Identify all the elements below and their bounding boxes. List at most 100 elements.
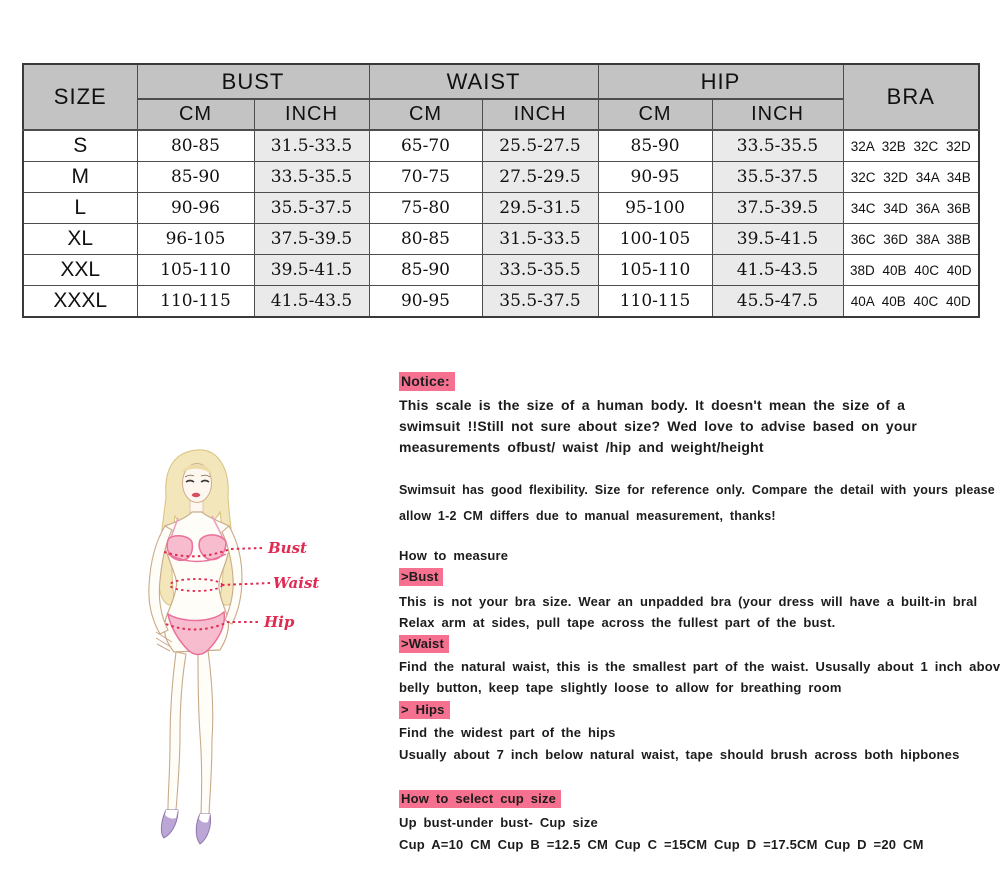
cell-hip-inch: 39.5-41.5 — [711, 223, 844, 255]
size-chart-table: SIZE BUST WAIST HIP BRA CM INCH CM INCH … — [22, 63, 981, 318]
cell-waist-cm: 70-75 — [368, 161, 483, 193]
waist-instruction-line: Find the natural waist, this is the smal… — [399, 659, 1000, 674]
cell-hip-cm: 95-100 — [597, 192, 713, 224]
cell-bust-cm: 80-85 — [136, 129, 255, 162]
cell-size: XXL — [22, 254, 138, 286]
hip-callout-line — [165, 621, 260, 631]
woman-sketch-illustration: Bust Waist Hip — [148, 449, 319, 845]
bust-instruction-line: This is not your bra size. Wear an unpad… — [399, 594, 978, 609]
cup-size-line: Cup A=10 CM Cup B =12.5 CM Cup C =15CM C… — [399, 837, 924, 852]
hip-callout-label: Hip — [263, 613, 295, 631]
cell-bust-inch: 35.5-37.5 — [253, 192, 370, 224]
table-row-xxl: XXL 105-110 39.5-41.5 85-90 33.5-35.5 10… — [22, 254, 980, 286]
cup-size-line: Up bust-under bust- Cup size — [399, 815, 598, 830]
cell-bust-cm: 105-110 — [136, 254, 255, 286]
cell-hip-cm: 90-95 — [597, 161, 713, 193]
header-waist-inch: INCH — [481, 98, 599, 131]
cell-waist-cm: 85-90 — [368, 254, 483, 286]
header-hip: HIP — [597, 63, 844, 100]
cell-hip-inch: 33.5-35.5 — [711, 129, 844, 162]
cell-bust-cm: 96-105 — [136, 223, 255, 255]
cell-waist-cm: 80-85 — [368, 223, 483, 255]
cell-waist-inch: 27.5-29.5 — [481, 161, 599, 193]
cup-size-heading-highlight: How to select cup size — [399, 790, 562, 808]
cell-size: XL — [22, 223, 138, 255]
notice-heading: Notice: — [399, 372, 455, 391]
header-bust-cm: CM — [136, 98, 255, 131]
cell-bra: 40A 40B 40C 40D — [842, 285, 980, 318]
notice-line: This scale is the size of a human body. … — [399, 397, 906, 413]
bust-callout-label: Bust — [267, 539, 307, 557]
waist-heading-highlight: >Waist — [399, 635, 449, 653]
notice-line: measurements ofbust/ waist /hip and weig… — [399, 439, 764, 455]
cell-hip-cm: 100-105 — [597, 223, 713, 255]
cell-size: L — [22, 192, 138, 224]
cell-bust-cm: 110-115 — [136, 285, 255, 318]
cell-hip-cm: 85-90 — [597, 129, 713, 162]
cell-hip-inch: 35.5-37.5 — [711, 161, 844, 193]
measurement-figure: Bust Waist Hip — [112, 442, 412, 872]
table-row-m: M 85-90 33.5-35.5 70-75 27.5-29.5 90-95 … — [22, 161, 980, 193]
cell-bust-inch: 41.5-43.5 — [253, 285, 370, 318]
bust-instruction-line: Relax arm at sides, pull tape across the… — [399, 615, 836, 630]
cell-waist-inch: 35.5-37.5 — [481, 285, 599, 318]
cell-bust-inch: 33.5-35.5 — [253, 161, 370, 193]
cell-hip-cm: 110-115 — [597, 285, 713, 318]
header-bust-inch: INCH — [253, 98, 370, 131]
cup-size-heading: How to select cup size — [399, 790, 562, 808]
header-hip-inch: INCH — [711, 98, 844, 131]
face-sketch — [182, 463, 212, 516]
cell-bra: 32A 32B 32C 32D — [842, 129, 980, 162]
header-waist-cm: CM — [368, 98, 483, 131]
cell-bust-cm: 85-90 — [136, 161, 255, 193]
waist-instruction-line: belly button, keep tape slightly loose t… — [399, 680, 842, 695]
cell-size: M — [22, 161, 138, 193]
info-column: Notice: This scale is the size of a huma… — [399, 371, 1000, 881]
cell-size: S — [22, 129, 138, 162]
cell-bust-inch: 31.5-33.5 — [253, 129, 370, 162]
waist-heading: >Waist — [399, 635, 449, 653]
cell-bra: 32C 32D 34A 34B — [842, 161, 980, 193]
waist-callout-label: Waist — [273, 574, 319, 592]
bust-callout-line — [163, 547, 265, 558]
table-row-xl: XL 96-105 37.5-39.5 80-85 31.5-33.5 100-… — [22, 223, 980, 255]
cell-waist-inch: 33.5-35.5 — [481, 254, 599, 286]
cell-hip-inch: 41.5-43.5 — [711, 254, 844, 286]
notice-heading-highlight: Notice: — [399, 372, 455, 391]
hips-heading: > Hips — [399, 701, 450, 719]
waist-callout-line — [169, 578, 271, 592]
hips-instruction-line: Usually about 7 inch below natural waist… — [399, 747, 960, 762]
header-bust: BUST — [136, 63, 370, 100]
cell-waist-inch: 25.5-27.5 — [481, 129, 599, 162]
header-size: SIZE — [22, 63, 138, 131]
cell-waist-cm: 65-70 — [368, 129, 483, 162]
cell-hip-cm: 105-110 — [597, 254, 713, 286]
table-row-l: L 90-96 35.5-37.5 75-80 29.5-31.5 95-100… — [22, 192, 980, 224]
bust-heading-highlight: >Bust — [399, 568, 444, 586]
cell-waist-inch: 31.5-33.5 — [481, 223, 599, 255]
table-row-xxxl: XXXL 110-115 41.5-43.5 90-95 35.5-37.5 1… — [22, 285, 980, 318]
cell-size: XXXL — [22, 285, 138, 318]
header-waist: WAIST — [368, 63, 599, 100]
hips-heading-highlight: > Hips — [399, 701, 450, 719]
cell-hip-inch: 45.5-47.5 — [711, 285, 844, 318]
cell-bust-cm: 90-96 — [136, 192, 255, 224]
table-row-s: S 80-85 31.5-33.5 65-70 25.5-27.5 85-90 … — [22, 129, 980, 162]
bikini-sketch — [166, 515, 227, 656]
flexibility-line: allow 1-2 CM differs due to manual measu… — [399, 509, 776, 523]
cell-waist-cm: 90-95 — [368, 285, 483, 318]
cell-bra: 38D 40B 40C 40D — [842, 254, 980, 286]
cell-waist-inch: 29.5-31.5 — [481, 192, 599, 224]
cell-bust-inch: 37.5-39.5 — [253, 223, 370, 255]
how-to-measure-heading: How to measure — [399, 548, 509, 563]
header-hip-cm: CM — [597, 98, 713, 131]
header-bra: BRA — [842, 63, 980, 131]
cell-waist-cm: 75-80 — [368, 192, 483, 224]
cell-hip-inch: 37.5-39.5 — [711, 192, 844, 224]
shoes-sketch — [160, 809, 211, 845]
hips-instruction-line: Find the widest part of the hips — [399, 725, 616, 740]
flexibility-line: Swimsuit has good flexibility. Size for … — [399, 483, 995, 497]
cell-bra: 36C 36D 38A 38B — [842, 223, 980, 255]
notice-line: swimsuit !!Still not sure about size? We… — [399, 418, 918, 434]
cell-bust-inch: 39.5-41.5 — [253, 254, 370, 286]
